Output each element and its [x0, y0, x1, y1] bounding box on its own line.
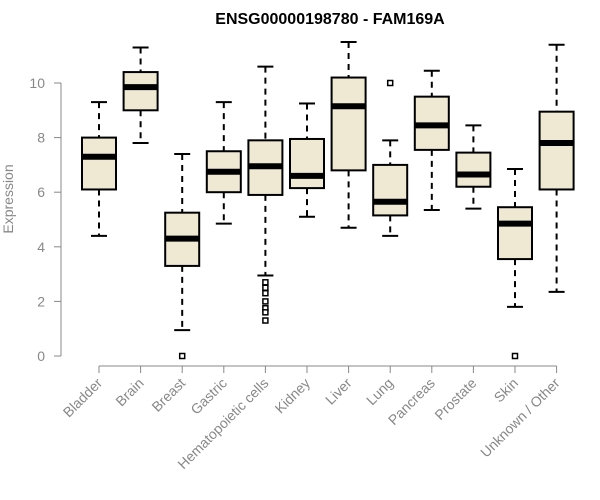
- box-group: [497, 167, 533, 360]
- x-tick-label: Brain: [112, 375, 146, 409]
- iqr-box: [372, 163, 409, 217]
- iqr-box: [455, 151, 492, 188]
- x-tick-label: Liver: [322, 375, 355, 408]
- outlier-point: [262, 289, 269, 297]
- box-group: [122, 46, 159, 145]
- y-axis-title: Expression: [0, 164, 16, 233]
- box-group: [330, 41, 367, 229]
- outlier-point: [386, 79, 394, 87]
- box-group: [289, 102, 325, 218]
- outlier-point: [178, 352, 186, 360]
- y-tick-label: 4: [37, 239, 45, 255]
- outlier-point: [262, 317, 269, 324]
- x-tick-label: Kidney: [272, 375, 314, 417]
- box-group: [205, 101, 242, 225]
- y-tick-label: 6: [37, 184, 45, 200]
- iqr-box: [81, 136, 117, 191]
- iqr-box: [330, 76, 367, 172]
- x-tick-label: Bladder: [60, 375, 106, 421]
- y-tick-label: 2: [37, 293, 45, 309]
- box-group: [81, 101, 117, 237]
- iqr-box: [289, 137, 325, 190]
- iqr-box: [538, 110, 575, 191]
- y-axis: 0 2 4 6 8 10: [29, 75, 62, 364]
- iqr-box: [122, 71, 159, 112]
- y-tick-label: 10: [29, 75, 45, 91]
- outlier-point: [262, 298, 269, 305]
- x-tick-label: Breast: [148, 375, 188, 415]
- outlier-point: [511, 352, 519, 360]
- box-group: [413, 69, 450, 211]
- x-tick-label: Prostate: [431, 375, 479, 423]
- box-group: [164, 152, 201, 360]
- box-group: [455, 124, 492, 210]
- outlier-point: [262, 309, 269, 316]
- x-tick-label: Lung: [363, 375, 396, 408]
- y-tick-label: 0: [37, 348, 45, 364]
- x-tick-label: Skin: [491, 375, 522, 406]
- outlier-point: [262, 284, 269, 291]
- chart-title: ENSG00000198780 - FAM169A: [215, 11, 445, 28]
- y-tick-label: 8: [37, 130, 45, 146]
- boxes: [81, 41, 575, 360]
- outlier-point: [262, 279, 269, 286]
- iqr-box: [497, 206, 533, 261]
- box-group: [372, 79, 409, 237]
- x-tick-label: Unknown / Other: [477, 375, 563, 461]
- box-group: [538, 43, 575, 293]
- box-group: [247, 65, 284, 324]
